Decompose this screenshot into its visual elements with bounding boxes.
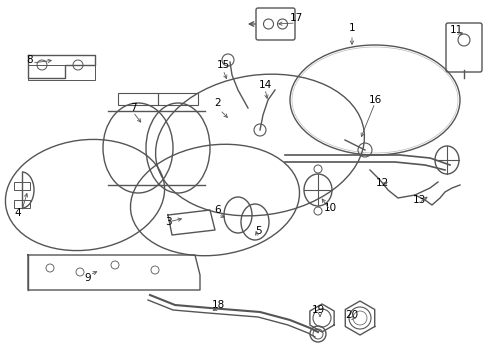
Text: 4: 4 bbox=[15, 208, 21, 218]
Text: 13: 13 bbox=[411, 195, 425, 205]
Text: 15: 15 bbox=[216, 60, 229, 70]
Bar bbox=[118, 93, 158, 105]
Text: 10: 10 bbox=[323, 203, 336, 213]
Text: 12: 12 bbox=[375, 178, 388, 188]
Text: 6: 6 bbox=[214, 205, 221, 215]
Bar bbox=[158, 93, 198, 105]
Text: 14: 14 bbox=[258, 80, 271, 90]
Text: 9: 9 bbox=[84, 273, 91, 283]
Text: 19: 19 bbox=[311, 305, 324, 315]
Text: 7: 7 bbox=[129, 103, 136, 113]
Text: 18: 18 bbox=[211, 300, 224, 310]
Text: 2: 2 bbox=[214, 98, 221, 108]
Text: 5: 5 bbox=[254, 226, 261, 236]
Text: 3: 3 bbox=[164, 217, 171, 227]
Text: 17: 17 bbox=[289, 13, 302, 23]
Text: 1: 1 bbox=[348, 23, 355, 33]
Text: 8: 8 bbox=[27, 55, 33, 65]
Bar bbox=[14, 182, 30, 190]
Text: 16: 16 bbox=[367, 95, 381, 105]
Text: 20: 20 bbox=[345, 310, 358, 320]
Bar bbox=[14, 200, 30, 208]
Text: 11: 11 bbox=[448, 25, 462, 35]
